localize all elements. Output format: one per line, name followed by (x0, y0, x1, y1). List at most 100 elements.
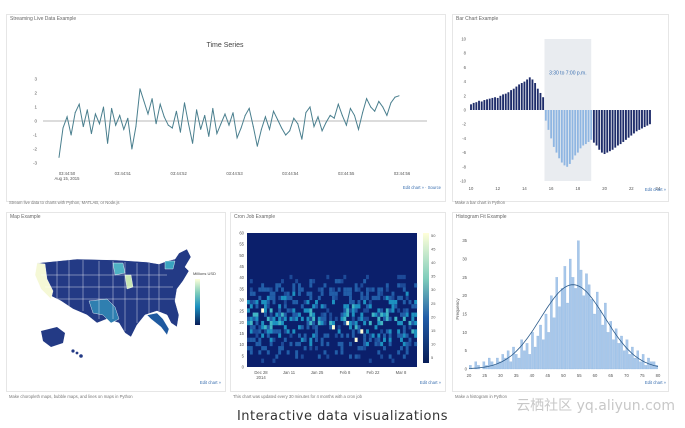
histogram-bar (536, 335, 540, 370)
heatmap-cell (337, 287, 341, 292)
heatmap-cell (272, 295, 276, 301)
series-point (337, 103, 339, 105)
series-point (192, 142, 194, 144)
series-point (232, 112, 234, 114)
colorbar-tick-label: 50 (431, 233, 436, 238)
heatmap-cell (388, 341, 392, 347)
heatmap-cell (377, 350, 381, 355)
heatmap-cell (269, 291, 273, 296)
histogram-bar (587, 284, 591, 370)
heatmap-cell (247, 337, 250, 342)
bar (526, 79, 529, 110)
heatmap-cell (351, 300, 355, 305)
heatmap-cell (306, 325, 310, 330)
heatmap-cell (349, 341, 352, 347)
heatmap-cell (414, 304, 418, 309)
y-tick-label: 10 (239, 342, 244, 347)
heatmap-cell (261, 333, 265, 338)
heatmap-cell (278, 312, 282, 317)
y-tick-label: 55 (239, 242, 244, 247)
heatmap-cell (309, 312, 313, 317)
heatmap-cell (320, 341, 324, 347)
heatmap-cell (377, 308, 381, 313)
series-point (204, 114, 206, 116)
heatmap-cell (278, 329, 282, 334)
heatmap-cell (320, 312, 324, 317)
heatmap-cell (388, 295, 392, 301)
heatmap-cell (283, 329, 287, 334)
bar (641, 110, 643, 129)
bar (502, 94, 504, 110)
x-tick-label: 18 (576, 186, 581, 191)
heatmap-cell (292, 312, 296, 317)
heatmap-cell (354, 287, 358, 292)
heatmap-cell (315, 304, 318, 309)
bar (630, 110, 633, 136)
heatmap-cell (320, 320, 324, 326)
time-series-chart[interactable]: Time Series 3 2 1 0 -1 -2 -3 03:44:50 Aug 15, 2… (7, 21, 447, 199)
heatmap-cell (400, 337, 403, 342)
heatmap-cell (337, 325, 341, 330)
heatmap-cell (264, 346, 267, 351)
bar (480, 101, 483, 110)
bar (555, 110, 558, 153)
heatmap-cell (340, 312, 344, 317)
histogram-bar (517, 357, 521, 370)
heatmap-cell (283, 300, 287, 305)
heatmap-cell (414, 341, 418, 347)
series-point (66, 116, 68, 118)
histogram-bar (512, 346, 515, 370)
bar-footer: Make a bar chart in Python (455, 200, 506, 205)
heatmap-cell (303, 333, 307, 338)
series-point (86, 109, 88, 111)
bar (574, 110, 577, 156)
heatmap-edit-link[interactable]: Edit chart » (419, 380, 441, 385)
heatmap-cell (394, 300, 398, 305)
streaming-footer: Stream live data to charts with Python, … (9, 200, 120, 205)
histogram-bar (598, 310, 602, 370)
heatmap-cell (337, 341, 341, 347)
heatmap-cell (247, 316, 250, 322)
heatmap-cell (388, 333, 392, 338)
heatmap-cell (252, 329, 256, 334)
series-point (208, 135, 210, 137)
heatmap-cell (261, 346, 265, 351)
heatmap-cell (272, 300, 276, 305)
bar-edit-link[interactable]: Edit chart » (644, 187, 666, 192)
bar (560, 110, 563, 163)
heatmap-cell (264, 325, 267, 330)
x-tick-label: 03:44:52 (171, 171, 188, 176)
heatmap-cell (278, 320, 282, 326)
histogram-bar (601, 324, 604, 370)
x-tick-label: 12 (495, 186, 500, 191)
series-point (341, 114, 343, 116)
heatmap-cell (346, 312, 350, 317)
histogram-bar (552, 317, 556, 370)
heatmap-cell (405, 308, 409, 313)
heatmap-cell (360, 329, 364, 334)
choropleth-map[interactable]: Millions USD (7, 219, 227, 391)
streaming-edit-link[interactable]: Edit chart » · Source (402, 185, 441, 190)
histogram-edit-link[interactable]: Edit chart » (644, 380, 666, 385)
histogram-bar (544, 313, 548, 370)
heatmap-cell (289, 295, 293, 301)
histogram-bar (614, 328, 618, 370)
y-tick-label: 6 (464, 65, 467, 70)
heatmap-cell (349, 291, 352, 296)
heatmap-cell (303, 300, 307, 305)
series-point (171, 127, 173, 129)
colorbar-tick-label: 45 (431, 247, 436, 252)
heatmap-cell (275, 354, 279, 359)
histogram-bar (533, 346, 537, 370)
heatmap-cell (255, 333, 259, 338)
heatmap-cell (377, 341, 381, 347)
heatmap-cell (360, 346, 364, 351)
bar (598, 110, 601, 150)
series-point (107, 142, 109, 144)
map-edit-link[interactable]: Edit chart » (199, 380, 221, 385)
histogram-bar (525, 343, 529, 370)
bar (539, 92, 542, 110)
